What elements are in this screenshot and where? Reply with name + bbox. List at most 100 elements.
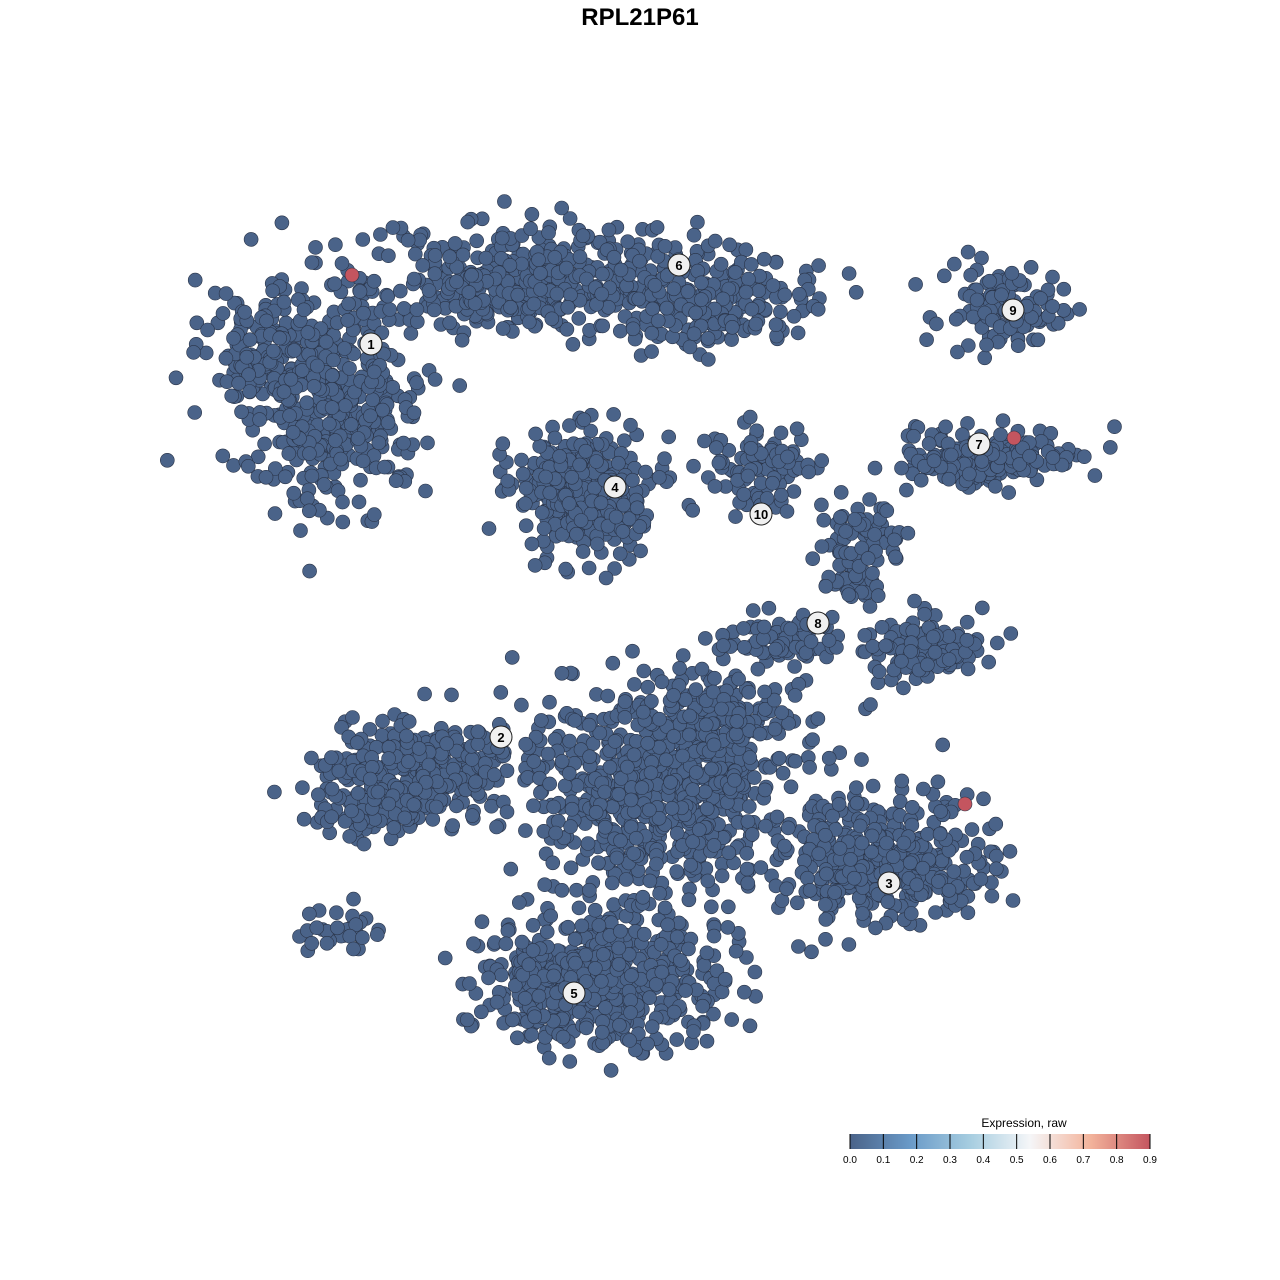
cell-point [548, 825, 564, 841]
cell-point [623, 792, 639, 808]
cell-point [366, 364, 382, 380]
cell-point [1005, 893, 1021, 908]
cell-point [714, 868, 730, 884]
cell-point [286, 485, 302, 501]
cell-point [810, 302, 826, 317]
cell-point [587, 902, 603, 918]
cell-point [340, 312, 356, 328]
cell-point [616, 497, 631, 513]
cell-point [818, 578, 834, 594]
cell-point [514, 452, 529, 468]
cell-point [267, 784, 282, 800]
cell-point [974, 453, 990, 469]
cell-point [780, 449, 795, 465]
cell-point [588, 804, 604, 820]
cell-point [579, 271, 594, 287]
svg-text:7: 7 [975, 437, 982, 452]
cell-point [675, 748, 690, 764]
cell-point [899, 482, 914, 498]
cell-point [346, 891, 361, 907]
cell-point [560, 919, 576, 935]
cell-point [740, 468, 756, 484]
cell-point [871, 664, 887, 679]
cell-point [638, 464, 653, 480]
cell-point [988, 816, 1004, 832]
cell-point [296, 302, 312, 318]
cell-point [921, 436, 937, 452]
cell-point [327, 433, 343, 448]
cell-point [525, 917, 541, 933]
cell-point [758, 818, 773, 834]
cell-point [365, 392, 380, 408]
cell-point [821, 633, 837, 648]
cell-point [281, 446, 297, 461]
cell-point [902, 855, 918, 871]
cell-point [787, 753, 803, 769]
cell-point [654, 674, 670, 690]
cell-point [706, 737, 722, 753]
cell-point-expressing [957, 796, 973, 812]
cell-point [515, 466, 531, 482]
cell-point [989, 635, 1005, 651]
cell-point [894, 773, 910, 789]
cell-point [707, 479, 723, 494]
cell-point [160, 452, 175, 468]
cell-point [420, 435, 435, 451]
cell-point [625, 321, 641, 337]
cell-point [663, 774, 678, 790]
cell-point [688, 305, 704, 321]
cell-point [406, 797, 422, 813]
cell-point [569, 526, 584, 542]
cell-point [686, 227, 702, 243]
cell-point [993, 427, 1008, 443]
cell-point [960, 905, 976, 921]
cell-point [517, 496, 533, 512]
cell-point [532, 438, 548, 454]
cell-point [896, 680, 911, 696]
cell-point [375, 402, 390, 418]
cell-point [773, 425, 789, 441]
cell-point [355, 930, 370, 945]
cell-point [187, 272, 203, 288]
cell-point [686, 1024, 701, 1039]
cell-point [636, 663, 652, 679]
cell-point [500, 473, 516, 489]
cell-point [613, 923, 628, 939]
cell-point [342, 361, 357, 376]
cell-point [350, 431, 366, 446]
cell-point [666, 688, 681, 703]
cell-point-expressing [344, 267, 360, 283]
cell-point [930, 874, 946, 889]
cell-point [640, 1036, 655, 1052]
cell-point [478, 250, 494, 266]
cell-point [363, 408, 378, 424]
legend-tick-label: 0.2 [910, 1155, 924, 1166]
cell-point [523, 221, 538, 236]
cell-point [318, 334, 334, 350]
cell-point [352, 284, 368, 299]
cell-point [920, 657, 935, 673]
cell-point [400, 754, 416, 769]
cell-point [392, 283, 408, 299]
cell-point [974, 600, 990, 616]
cell-point [619, 759, 635, 775]
cell-point [578, 443, 594, 459]
cell-point [382, 302, 398, 317]
cell-point [854, 752, 869, 767]
cell-point [695, 998, 710, 1014]
cell-point [581, 560, 597, 576]
cell-point [743, 257, 759, 272]
cell-point [407, 246, 423, 262]
cell-point [722, 237, 737, 253]
cell-point [721, 845, 737, 861]
cell-point [720, 899, 736, 915]
cell-point [541, 1050, 557, 1066]
cell-point [265, 283, 280, 299]
cell-point [868, 920, 883, 936]
cell-point [559, 321, 575, 337]
cell-point [984, 888, 1000, 904]
cell-point [283, 371, 299, 387]
cell-point [960, 244, 976, 260]
cell-point [715, 638, 731, 653]
cell-point [938, 419, 953, 435]
